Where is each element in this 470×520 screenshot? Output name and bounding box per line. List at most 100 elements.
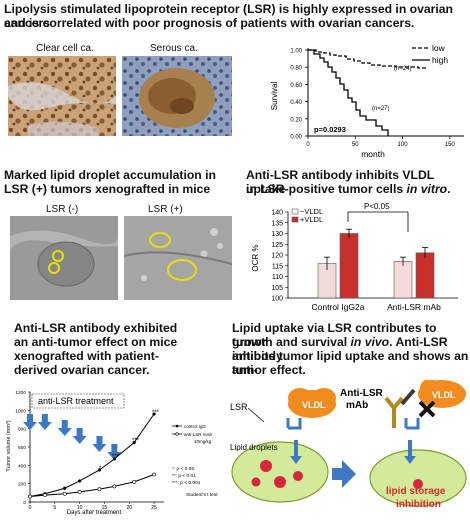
anti-point (28, 494, 32, 499)
vldl-label-left: VLDL (302, 400, 326, 410)
legend-plus-swatch (291, 216, 299, 223)
lipid-droplet (274, 476, 286, 488)
uptake-arrow-icon (290, 440, 302, 464)
tumor-ytick: 1000 (15, 408, 26, 414)
sig-legend-2: **: p < 0.01 (172, 473, 196, 479)
legend-dose: 10mg/kg (194, 439, 212, 444)
em-lsr-neg-image (10, 216, 118, 300)
legend-anti-marker (175, 432, 179, 436)
bar-plus-vldl (415, 252, 435, 299)
histology-serous-image (122, 56, 232, 136)
vldl-title-1: Anti-LSR antibody inhibits VLDL uptake (246, 168, 434, 196)
cell-left (231, 441, 329, 503)
legend-anti: anti-LSR mAb (184, 432, 213, 437)
survival-xlabel: month (361, 149, 385, 159)
survival-xtick: 50 (352, 142, 359, 148)
dosing-arrow-icon (57, 420, 72, 436)
legend-minus-label: −VLDL (300, 207, 323, 216)
treatment-box (31, 393, 125, 409)
tumor-ytick: 200 (18, 482, 26, 488)
mechanism-title-4: tumor effect. (232, 363, 306, 377)
droplet-marker (149, 232, 171, 248)
vldl-ytick: 110 (272, 274, 283, 281)
survival-low-curve (308, 49, 428, 69)
legend-plus-label: +VLDL (300, 215, 323, 224)
control-point (152, 412, 156, 416)
tumor-ytick: 400 (18, 463, 26, 469)
tumor-xtick: 25 (151, 505, 157, 511)
antibody-icon (384, 396, 404, 428)
lipid-droplet (260, 460, 272, 472)
control-point (132, 440, 136, 445)
cell-right (369, 449, 467, 507)
vldl-ylabel: OCR % (251, 244, 260, 271)
survival-ylabel: Survival (270, 82, 279, 111)
tumor-ytick: 1200 (15, 390, 26, 396)
tumor-xtick: 20 (126, 505, 132, 511)
sig-legend-1: *: p < 0.05 (172, 466, 194, 472)
vldl-ytick: 100 (271, 296, 283, 303)
em-lsr-pos-image (124, 216, 232, 300)
header-line-1: Lipolysis stimulated lipoprotein recepto… (4, 2, 454, 30)
antitumor-title-4: derived ovarian cancer. (14, 363, 150, 377)
lsr-receptor-icon (286, 418, 302, 430)
survival-xtick: 150 (445, 142, 456, 148)
lipid-droplet (251, 477, 261, 487)
mechanism-title-2: growth and survival in vivo. Anti-LSR an… (232, 335, 448, 363)
label-lsr-neg: LSR (-) (46, 204, 79, 215)
inhibition-label-1: lipid storage (386, 486, 446, 497)
legend-low-label: low (432, 43, 446, 53)
tumor-ytick: 600 (18, 445, 26, 451)
legend-high-label: high (432, 55, 448, 65)
survival-n-low: (n=24) (394, 66, 412, 72)
tumor-ytick: 800 (18, 427, 26, 433)
dosing-arrow-icon (72, 428, 87, 444)
treatment-label: anti-LSR treatment (38, 396, 114, 406)
anti-point (97, 487, 102, 492)
bar-minus-vldl (393, 261, 413, 299)
antibody-label-1: Anti-LSR (340, 388, 384, 399)
survival-ytick: 0.80 (290, 66, 302, 72)
lipid-droplets-label: Lipid droplets (230, 443, 278, 452)
survival-chart: 1.00 0.80 0.60 0.40 0.20 0.00 0 50 100 150 (n=24… (270, 43, 464, 159)
anti-point (42, 493, 47, 498)
legend-control-marker (175, 424, 179, 428)
inhibition-label-2: inhibition (396, 499, 441, 510)
survival-pvalue: p=0.0293 (314, 125, 346, 134)
legend-control: control IgG (184, 424, 207, 429)
anti-series-line (29, 474, 155, 497)
survival-xtick: 100 (398, 142, 409, 148)
lipid-droplet (413, 479, 423, 489)
vldl-ytick: 120 (271, 253, 283, 260)
tumor-xlabel: Days after treatment (67, 510, 122, 516)
tumor-ytick: 0 (23, 500, 26, 506)
vldl-ytick: 130 (271, 231, 283, 238)
control-series-line (29, 413, 155, 497)
tumor-ylabel: Tumor volume (mm³) (6, 420, 12, 471)
header-line-2: and is correlated with poor prognosis of… (4, 16, 415, 30)
vldl-ytick: 115 (272, 263, 283, 270)
bar-category-label: Control IgG2a (312, 302, 365, 312)
vldl-ytick: 140 (271, 210, 283, 217)
anti-point (112, 484, 117, 489)
survival-n-high: (n=27) (372, 106, 390, 112)
mechanism-title-1: Lipid uptake via LSR contributes to tumo… (232, 321, 437, 349)
sig-legend-3: ***: p < 0.001 (172, 480, 201, 486)
control-point (78, 479, 82, 483)
survival-ytick: 0.60 (290, 83, 302, 89)
vldl-pvalue: P<0.05 (364, 202, 390, 211)
bar-category-label: Anti-LSR mAb (387, 302, 441, 312)
droplet-marker (52, 250, 64, 262)
vldl-ytick: 135 (271, 220, 283, 227)
survival-ytick: 0.00 (290, 135, 302, 141)
mechanism-diagram: VLDL LSR Lipid droplets Anti-LSR mAb VLD… (230, 380, 467, 510)
histology-clear-cell-image (8, 56, 116, 136)
sig-star-4: *** (152, 410, 160, 416)
bar-plus-vldl (339, 233, 359, 299)
lipid-droplet (293, 471, 303, 481)
tumor-xtick: 5 (53, 505, 56, 511)
block-cross-icon (418, 400, 436, 418)
droplet-marker (167, 259, 197, 281)
vldl-title-2: in LSR-positive tumor cells in vitro. (246, 182, 451, 196)
anti-point (77, 490, 82, 494)
